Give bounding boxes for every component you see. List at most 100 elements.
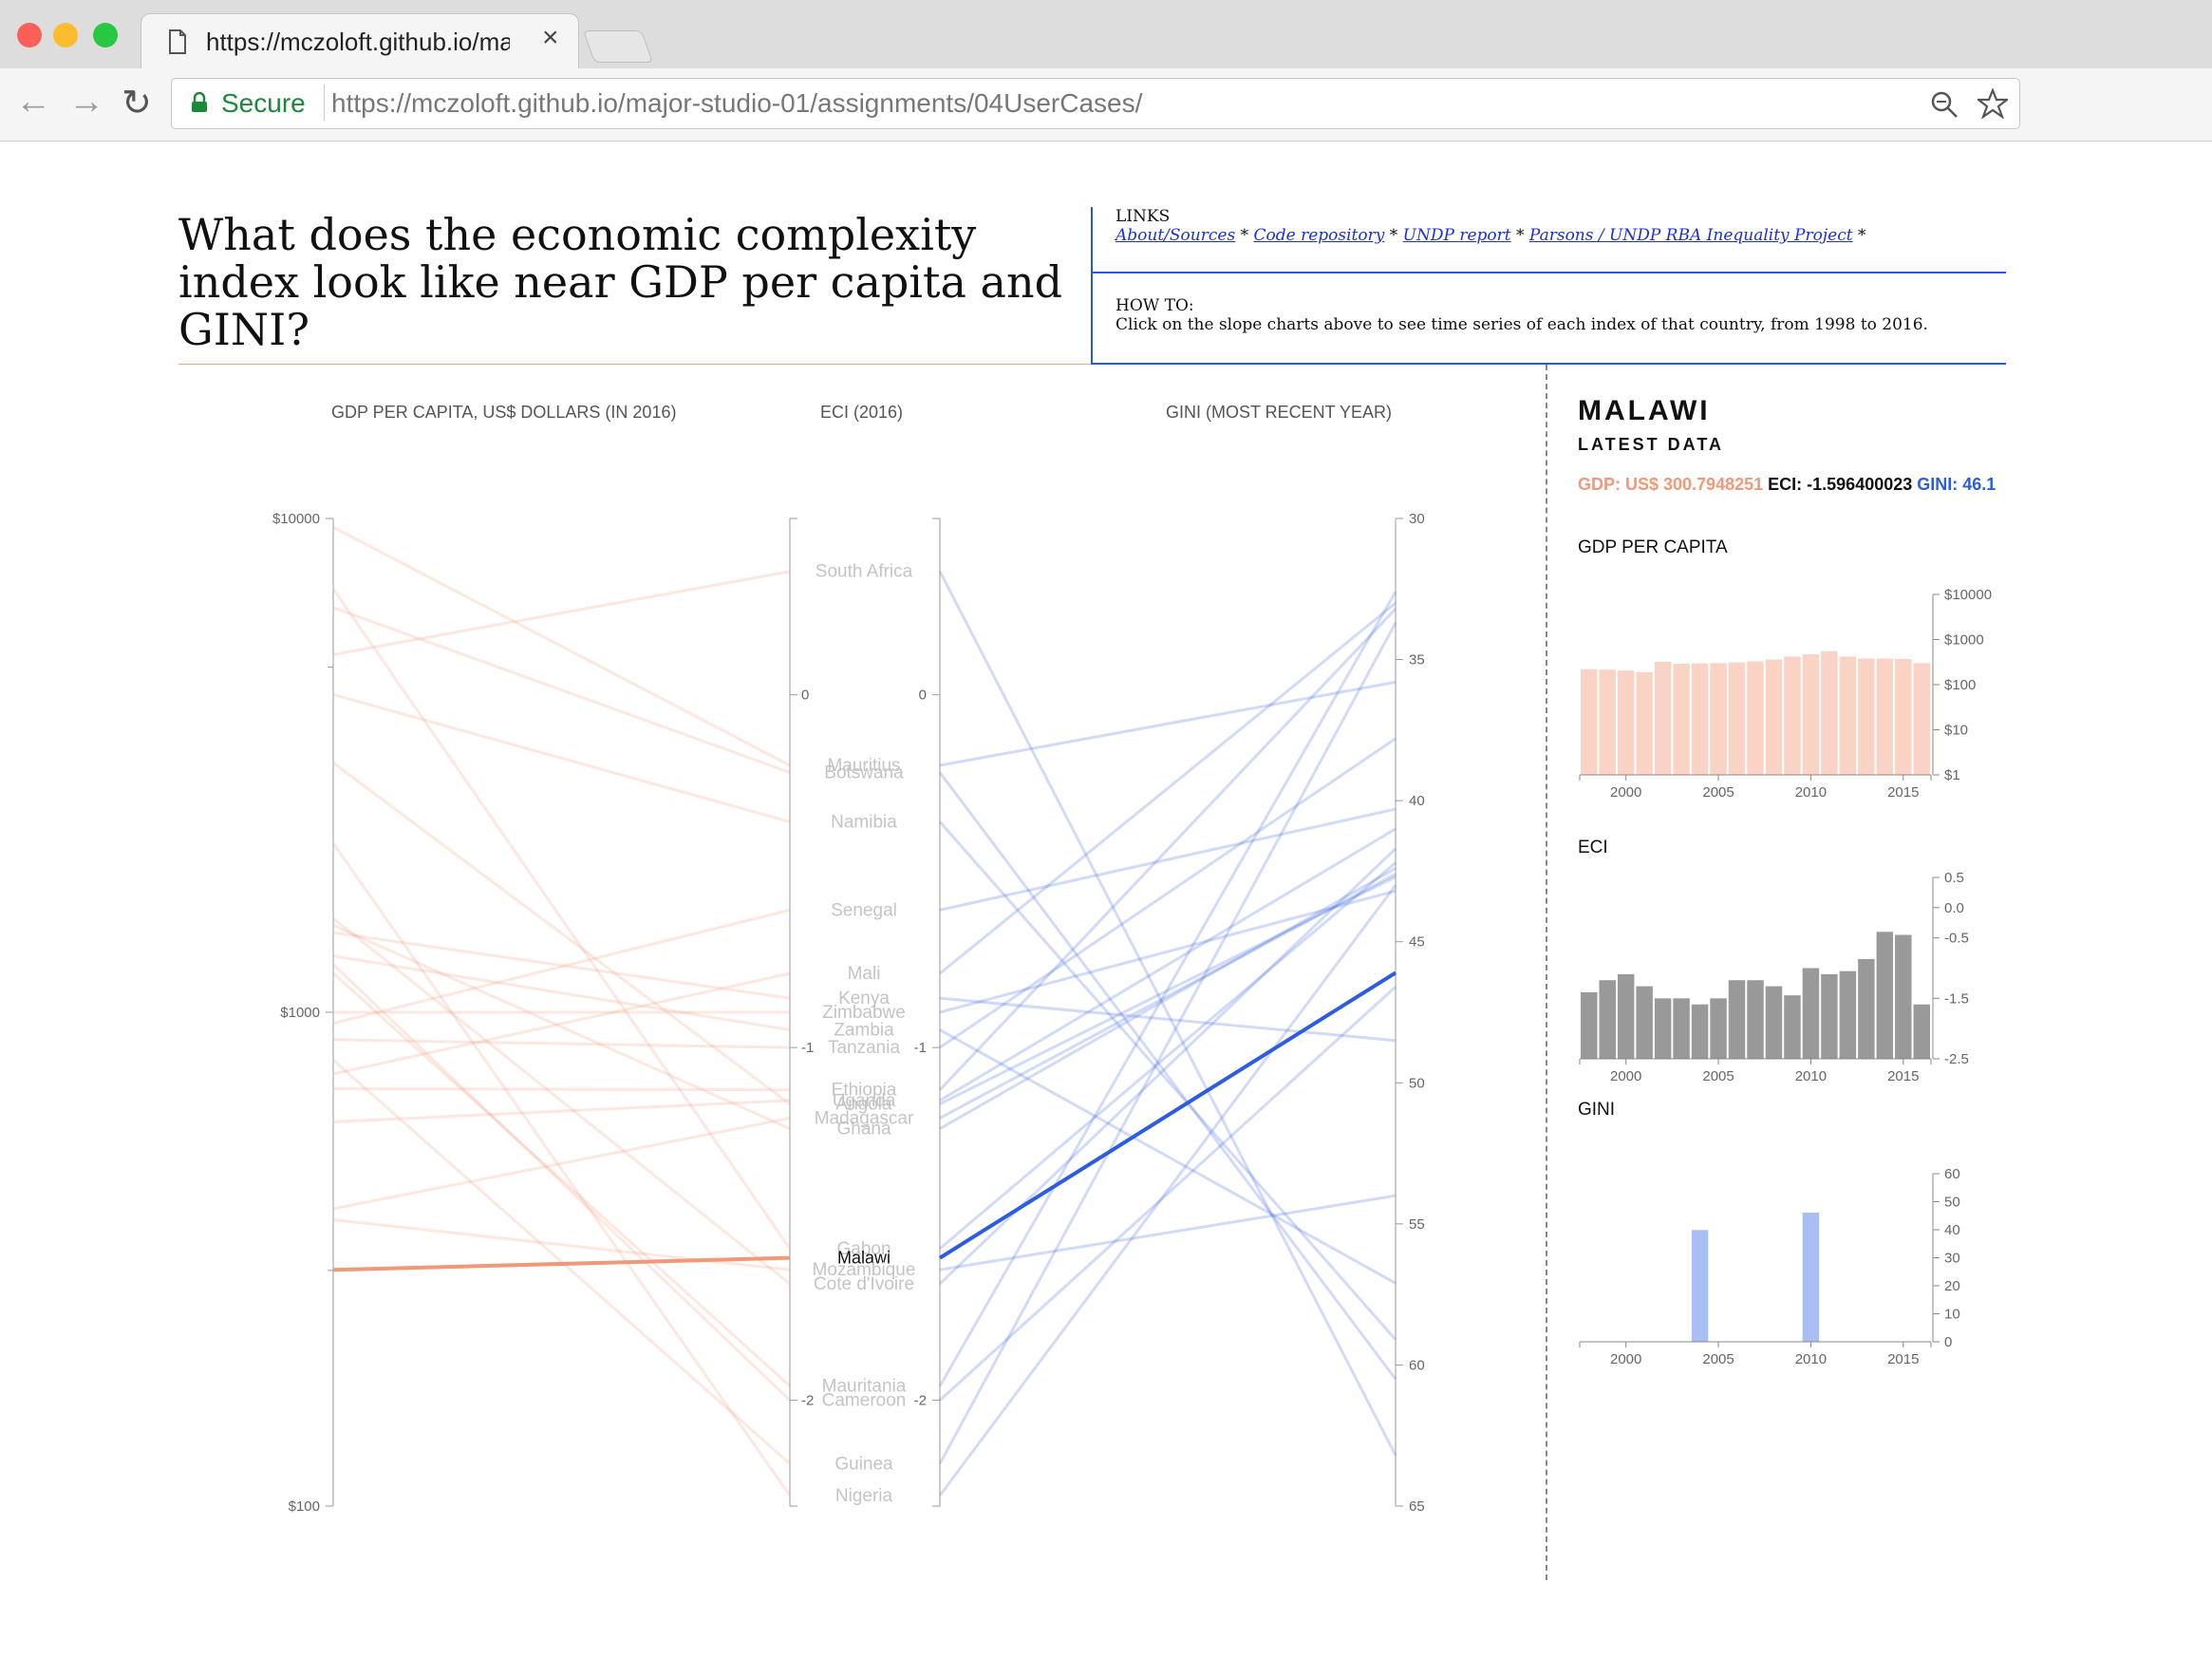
eci-gini-line[interactable] [938,986,1397,1402]
country-label[interactable]: Gabon [836,1239,890,1259]
gdp-eci-line[interactable] [331,842,792,1497]
zoom-icon[interactable] [1930,90,1959,119]
secure-label: Secure [221,88,306,118]
country-label[interactable]: Mozambique [813,1260,916,1280]
country-label[interactable]: Mali [848,964,881,984]
bookmark-star-icon[interactable] [1978,88,2008,119]
gdp-eci-line[interactable] [332,916,791,1286]
howto-heading: HOW TO: [1115,296,1194,315]
link-about-sources[interactable]: About/Sources [1115,226,1236,245]
gdp-eci-line[interactable] [332,525,791,767]
eci-gini-line[interactable] [938,571,1397,1457]
country-label[interactable]: Kenya [838,989,890,1008]
eci-gini-line[interactable] [939,861,1397,1251]
eci-gini-line[interactable] [938,591,1397,1387]
link-code-repository[interactable]: Code repository [1253,226,1385,245]
eci-gini-line[interactable] [939,1194,1397,1272]
eci-gini-line[interactable] [939,867,1397,1130]
eci-gini-line[interactable] [939,807,1397,912]
highlight-eci-gini-line[interactable] [938,970,1397,1260]
eci-gini-line[interactable] [939,737,1397,1049]
browser-tab[interactable]: https://mczoloft.github.io/major-studio-… [141,13,579,71]
country-label[interactable]: Cameroon [822,1391,907,1411]
bar [1617,670,1635,775]
country-label[interactable]: Uganda [833,1091,896,1111]
country-label[interactable]: Mauritania [822,1377,907,1397]
country-label[interactable]: Zambia [834,1021,894,1041]
eci-gini-line[interactable] [939,680,1397,767]
country-label[interactable]: Mauritius [827,756,900,776]
eci-gini-line[interactable] [939,601,1397,975]
link-undp-report[interactable]: UNDP report [1402,226,1511,245]
gdp-eci-line[interactable] [332,692,791,823]
minimize-window-button[interactable] [53,23,78,47]
country-label[interactable]: Angola [835,1095,892,1115]
eci-gini-line[interactable] [939,996,1397,1043]
gdp-eci-line[interactable] [332,924,791,1130]
eci-gini-line[interactable] [938,608,1397,1091]
eci-gini-line[interactable] [939,889,1397,1014]
gdp-eci-line[interactable] [332,570,791,656]
gdp-eci-line[interactable] [332,1116,791,1211]
country-label[interactable]: Madagascar [815,1108,914,1128]
gdp-eci-line[interactable] [332,971,791,1076]
country-label[interactable]: Nigeria [835,1486,893,1506]
gdp-tick-label: $1000 [280,1005,320,1021]
gdp-eci-line[interactable] [332,762,791,1105]
country-label[interactable]: Botswana [824,763,904,782]
gini-tick-label: 35 [1409,652,1425,669]
y-tick-label: $10 [1944,723,1968,739]
eci-gini-line[interactable] [939,827,1397,1102]
gdp-eci-line[interactable] [332,954,791,1032]
close-window-button[interactable] [17,23,42,47]
country-label[interactable]: Zimbabwe [822,1003,906,1023]
country-label[interactable]: Namibia [831,812,897,832]
y-tick-label: 50 [1944,1195,1960,1211]
eci-gini-line[interactable] [939,873,1397,1120]
link-parsons-undp[interactable]: Parsons / UNDP RBA Inequality Project [1528,226,1853,245]
gdp-eci-line[interactable] [332,1087,791,1092]
highlight-gdp-eci-line[interactable] [332,1255,791,1272]
country-label[interactable]: Senegal [831,900,897,920]
gdp-eci-line[interactable] [332,1099,791,1123]
eci-gini-line[interactable] [939,876,1397,1105]
country-label[interactable]: Cote d'Ivoire [814,1274,914,1294]
country-label[interactable]: Ethiopia [832,1081,897,1101]
link-separator: * [1235,226,1254,245]
links-panel: LINKS About/Sources * Code repository * … [1091,207,2006,365]
eci-gini-line[interactable] [938,884,1397,1497]
country-label[interactable]: Guinea [834,1454,893,1474]
gdp-eci-line[interactable] [332,1038,791,1049]
eci-gini-line[interactable] [938,820,1397,1341]
gdp-eci-line[interactable] [331,588,792,1250]
gdp-eci-line[interactable] [332,908,791,1026]
eci-gini-line[interactable] [938,847,1397,1286]
slope-chart[interactable]: $10000$1000$1000 0-1 -1-2 -2303540455055606… [0,0,1538,1567]
address-bar[interactable]: Secure https://mczoloft.github.io/major-… [171,78,2020,129]
maximize-window-button[interactable] [93,23,118,47]
y-tick-label: 0 [1944,1334,1952,1350]
country-label[interactable]: Ghana [836,1120,890,1140]
gdp-eci-line[interactable] [332,606,791,774]
gdp-eci-line[interactable] [331,971,792,1387]
gini-tick-label: 50 [1409,1075,1425,1091]
link-separator: * [1510,226,1529,245]
eci-gini-line[interactable] [939,1028,1397,1285]
eci-gini-line[interactable] [938,771,1397,1381]
gdp-eci-line[interactable] [331,963,792,1402]
eci-gini-line[interactable] [938,622,1397,1465]
forward-icon[interactable]: → [68,82,104,122]
country-label[interactable]: South Africa [815,562,913,582]
back-icon[interactable]: ← [15,82,51,122]
bar [1599,669,1616,775]
country-label[interactable]: Malawi [837,1249,890,1268]
y-tick-label: $100 [1944,677,1976,693]
tab-close-icon[interactable]: × [542,22,559,53]
country-label[interactable]: Tanzania [828,1038,900,1058]
gdp-chart-label: GDP PER CAPITA [1578,537,1728,557]
bar [1728,662,1746,775]
gdp-eci-line[interactable] [332,1059,791,1465]
url-text[interactable]: https://mczoloft.github.io/major-studio-… [331,88,1143,118]
reload-icon[interactable]: ↻ [122,84,152,123]
gdp-eci-line[interactable] [332,931,791,1000]
